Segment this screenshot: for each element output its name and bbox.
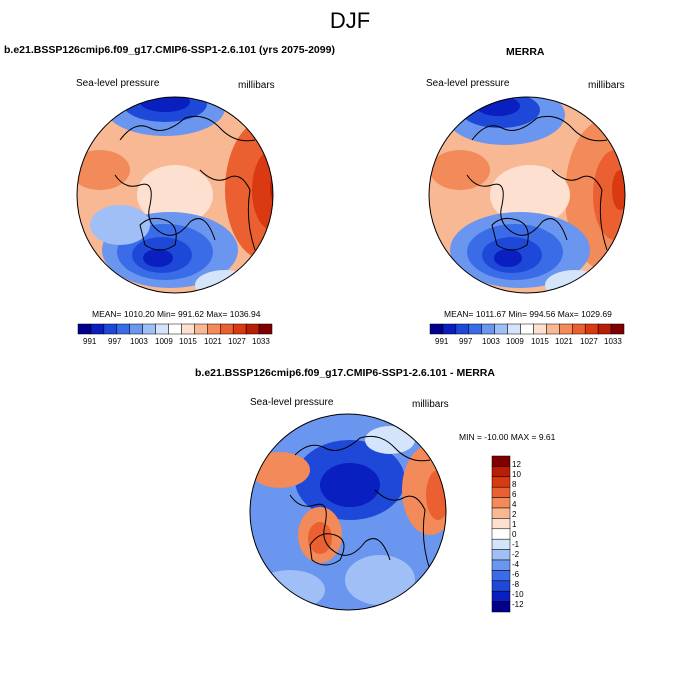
colorbar-swatch <box>491 601 511 613</box>
colorbar-tick-label: 10 <box>512 470 521 479</box>
colorbar-swatch <box>491 580 511 592</box>
right-map <box>428 96 626 294</box>
colorbar-swatch <box>491 455 511 467</box>
colorbar-swatch <box>572 323 586 335</box>
colorbar-swatch <box>181 323 195 335</box>
colorbar-swatch <box>491 549 511 561</box>
colorbar-swatch <box>245 323 260 335</box>
colorbar-tick-label: 6 <box>512 490 517 499</box>
right-colorbar <box>429 323 625 335</box>
colorbar-tick-label: 997 <box>108 337 122 346</box>
colorbar-tick-label: 2 <box>512 510 517 519</box>
colorbar-tick-label: 1027 <box>580 337 598 346</box>
left-map <box>76 96 274 294</box>
colorbar-swatch <box>429 323 444 335</box>
colorbar-swatch <box>232 323 247 335</box>
colorbar-swatch <box>103 323 118 335</box>
colorbar-tick-label: 991 <box>435 337 449 346</box>
colorbar-swatch <box>559 323 573 335</box>
colorbar-swatch <box>168 323 182 335</box>
colorbar-tick-label: 1033 <box>252 337 270 346</box>
colorbar-tick-label: 1003 <box>482 337 500 346</box>
colorbar-swatch <box>520 323 534 335</box>
colorbar-swatch <box>507 323 521 335</box>
colorbar-tick-label: 1015 <box>179 337 197 346</box>
colorbar-swatch <box>77 323 92 335</box>
colorbar-swatch <box>491 538 511 550</box>
colorbar-swatch <box>194 323 208 335</box>
colorbar-tick-label: -2 <box>512 550 520 559</box>
diff-variable-label: Sea-level pressure <box>250 397 334 408</box>
left-panel-title: b.e21.BSSP126cmip6.f09_g17.CMIP6-SSP1-2.… <box>4 44 335 56</box>
colorbar-tick-label: 12 <box>512 460 521 469</box>
colorbar-tick-label: 1021 <box>204 337 222 346</box>
colorbar-swatch <box>116 323 130 335</box>
colorbar-swatch <box>442 323 457 335</box>
colorbar-tick-label: 1009 <box>155 337 173 346</box>
colorbar-tick-label: 8 <box>512 480 517 489</box>
right-stats: MEAN= 1011.67 Min= 994.56 Max= 1029.69 <box>444 309 612 319</box>
colorbar-swatch <box>491 507 511 519</box>
diff-panel-title: b.e21.BSSP126cmip6.f09_g17.CMIP6-SSP1-2.… <box>195 367 495 379</box>
colorbar-tick-label: 4 <box>512 500 517 509</box>
colorbar-swatch <box>546 323 560 335</box>
colorbar-tick-label: -4 <box>512 560 520 569</box>
colorbar-swatch <box>533 323 547 335</box>
colorbar-tick-label: 997 <box>459 337 473 346</box>
colorbar-swatch <box>207 323 221 335</box>
colorbar-tick-label: 1027 <box>228 337 246 346</box>
colorbar-swatch <box>455 323 470 335</box>
colorbar-swatch <box>491 590 511 602</box>
diff-units-label: millibars <box>412 399 449 410</box>
colorbar-tick-label: 1003 <box>130 337 148 346</box>
colorbar-tick-label: -8 <box>512 580 520 589</box>
left-colorbar <box>77 323 273 335</box>
colorbar-swatch <box>90 323 105 335</box>
colorbar-swatch <box>481 323 495 335</box>
colorbar-swatch <box>584 323 599 335</box>
colorbar-tick-label: -12 <box>512 600 524 609</box>
colorbar-tick-label: 1015 <box>531 337 549 346</box>
colorbar-tick-label: -6 <box>512 570 520 579</box>
colorbar-swatch <box>491 559 511 571</box>
colorbar-swatch <box>494 323 508 335</box>
colorbar-tick-label: 991 <box>83 337 97 346</box>
colorbar-swatch <box>491 528 511 540</box>
colorbar-swatch <box>155 323 169 335</box>
diff-stats: MIN = -10.00 MAX = 9.61 <box>459 432 556 442</box>
colorbar-swatch <box>129 323 143 335</box>
right-units-label: millibars <box>588 80 625 91</box>
diff-map <box>249 413 447 611</box>
left-variable-label: Sea-level pressure <box>76 78 160 89</box>
right-panel-title: MERRA <box>506 46 545 58</box>
colorbar-swatch <box>491 476 511 488</box>
colorbar-swatch <box>491 497 511 509</box>
colorbar-tick-label: 1009 <box>506 337 524 346</box>
colorbar-swatch <box>491 486 511 498</box>
colorbar-swatch <box>468 323 482 335</box>
diff-colorbar <box>491 455 511 613</box>
colorbar-tick-label: 1033 <box>604 337 622 346</box>
colorbar-swatch <box>597 323 612 335</box>
left-stats: MEAN= 1010.20 Min= 991.62 Max= 1036.94 <box>92 309 261 319</box>
right-variable-label: Sea-level pressure <box>426 78 510 89</box>
colorbar-tick-label: -10 <box>512 590 524 599</box>
colorbar-tick-label: 1021 <box>555 337 573 346</box>
colorbar-swatch <box>491 570 511 582</box>
colorbar-swatch <box>491 466 511 478</box>
colorbar-swatch <box>610 323 625 335</box>
colorbar-tick-label: 0 <box>512 530 517 539</box>
colorbar-tick-label: -1 <box>512 540 520 549</box>
colorbar-swatch <box>142 323 156 335</box>
colorbar-swatch <box>258 323 273 335</box>
colorbar-swatch <box>491 518 511 530</box>
colorbar-swatch <box>220 323 234 335</box>
page-title: DJF <box>329 8 371 33</box>
left-units-label: millibars <box>238 80 275 91</box>
colorbar-tick-label: 1 <box>512 520 517 529</box>
